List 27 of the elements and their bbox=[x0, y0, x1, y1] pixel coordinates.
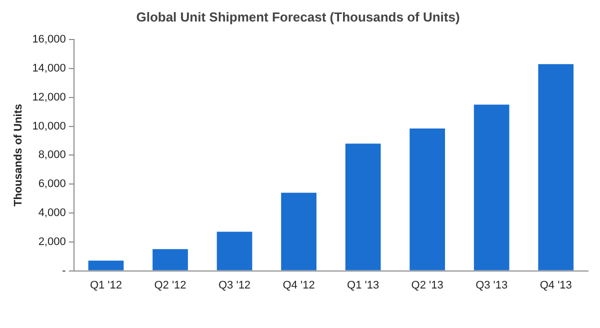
y-tick-label: 2,000 bbox=[38, 236, 66, 248]
x-tick-label: Q2 '12 bbox=[154, 279, 186, 292]
x-tick-label: Q4 '13 bbox=[540, 279, 572, 292]
x-tick-label: Q1 '13 bbox=[347, 279, 380, 292]
y-tick-label: 6,000 bbox=[38, 178, 66, 190]
x-tick-label: Q3 '12 bbox=[218, 279, 251, 292]
x-tick-label: Q4 '12 bbox=[282, 279, 315, 292]
bar bbox=[281, 192, 316, 270]
bar bbox=[152, 249, 188, 270]
chart-title: Global Unit Shipment Forecast (Thousands of Units) bbox=[136, 9, 460, 24]
x-tick-label: Q3 '13 bbox=[476, 279, 508, 292]
x-tick-label: Q2 '13 bbox=[411, 279, 444, 292]
bar bbox=[345, 144, 381, 270]
y-tick-label: 4,000 bbox=[38, 207, 66, 220]
y-tick-label: - bbox=[62, 264, 66, 277]
y-tick-label: 8,000 bbox=[38, 149, 66, 162]
x-tick-label: Q1 '12 bbox=[90, 279, 122, 292]
bar bbox=[410, 128, 445, 270]
bar bbox=[538, 64, 574, 270]
y-axis-title: Thousands of Units bbox=[12, 104, 25, 207]
bar bbox=[88, 260, 124, 270]
y-tick-label: 10,000 bbox=[32, 120, 66, 132]
y-tick-label: 12,000 bbox=[32, 91, 66, 104]
bar bbox=[474, 104, 510, 270]
y-tick-label: 14,000 bbox=[32, 62, 66, 75]
y-tick-label: 16,000 bbox=[32, 34, 66, 46]
bar bbox=[216, 232, 252, 270]
